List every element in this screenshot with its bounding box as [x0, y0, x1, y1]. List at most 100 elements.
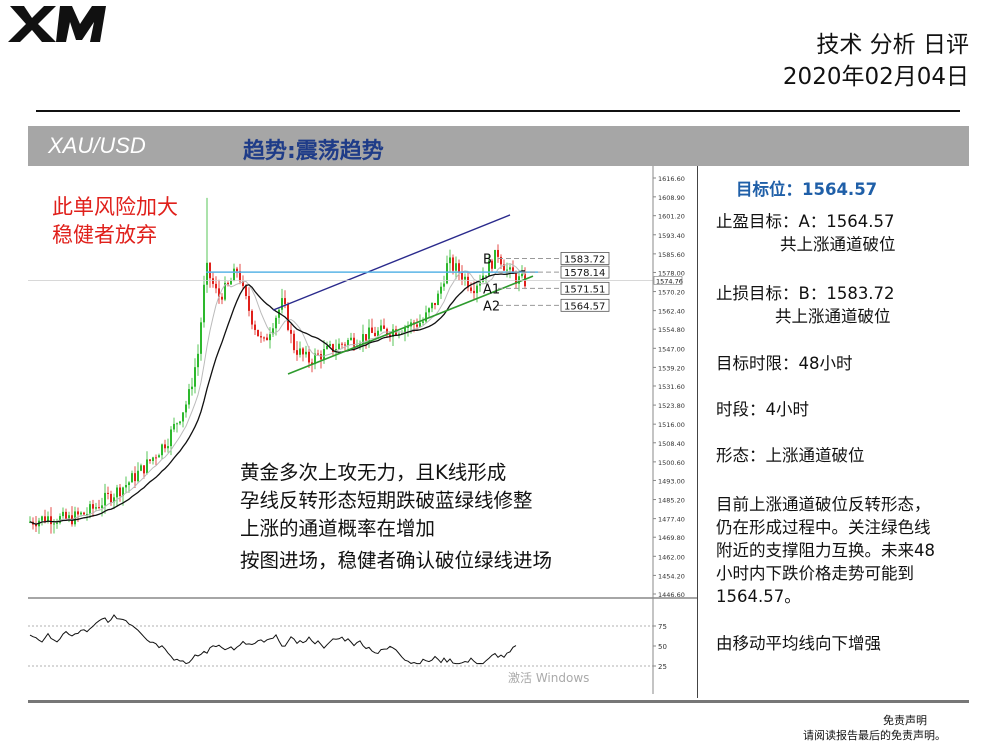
candle-body — [200, 322, 202, 354]
candle-body — [371, 327, 373, 333]
candle-body — [344, 344, 346, 346]
disclaimer-title: 免责声明 — [883, 714, 927, 727]
candle-body — [59, 516, 61, 523]
candle-body — [449, 257, 451, 264]
description-line-2: 仍在形成过程中。关注绿色线 — [716, 518, 931, 537]
header-divider — [36, 110, 960, 112]
y-tick-label: 1462.00 — [658, 553, 685, 561]
candle-body — [350, 337, 352, 340]
candle-body — [209, 262, 211, 279]
candle-body — [116, 487, 118, 498]
risk-line-1: 此单风险加大 — [52, 195, 178, 219]
candle-body — [341, 343, 343, 345]
candle-body — [35, 524, 37, 527]
description-line-3: 附近的支撑阻力互换。未来48 — [716, 541, 935, 560]
candle-body — [188, 389, 190, 405]
candle-body — [221, 296, 223, 300]
candle-body — [233, 268, 235, 281]
level-tag: 1564.57 — [564, 301, 605, 312]
ma-fast-line — [29, 262, 526, 525]
candle-body — [170, 429, 172, 447]
candle-body — [113, 497, 115, 503]
candle-body — [146, 459, 148, 474]
candle-body — [206, 262, 208, 285]
candle-body — [68, 515, 70, 519]
candle-body — [488, 260, 490, 276]
candle-body — [248, 295, 250, 311]
candle-body — [143, 465, 145, 474]
level-label: A1 — [483, 282, 500, 297]
candle-body — [95, 507, 97, 509]
y-tick-label: 1469.80 — [658, 534, 685, 542]
ma-slow-line — [29, 270, 525, 525]
candle-body — [377, 330, 379, 337]
risk-line-2: 稳健者放弃 — [52, 223, 157, 247]
candle-body — [242, 281, 244, 287]
candle-body — [365, 334, 367, 341]
candle-body — [503, 264, 505, 271]
candle-body — [257, 329, 259, 337]
candle-body — [461, 272, 463, 280]
candle-body — [500, 256, 502, 265]
candle-body — [47, 516, 49, 522]
y-tick-label: 1508.40 — [658, 440, 685, 448]
candle-body — [311, 362, 313, 365]
candle-body — [389, 334, 391, 337]
candle-body — [92, 504, 94, 509]
y-tick-label: 1485.20 — [658, 497, 685, 505]
take-profit-line-2: 共上涨通道破位 — [780, 235, 896, 254]
y-tick-label: 1523.80 — [658, 402, 685, 410]
candle-body — [122, 487, 124, 497]
level-tag-box — [560, 265, 610, 279]
candle-body — [491, 260, 493, 269]
candle-body — [104, 492, 106, 506]
current-price-box — [653, 276, 683, 285]
candle-body — [305, 351, 307, 355]
candle-body — [62, 511, 64, 517]
candle-body — [77, 511, 79, 515]
candle-body — [314, 353, 316, 365]
candle-body — [428, 308, 430, 313]
candle-body — [407, 326, 409, 328]
level-tag-box — [560, 281, 610, 295]
candle-body — [254, 324, 256, 330]
candle-body — [179, 421, 181, 424]
candle-body — [89, 504, 91, 514]
candle-body — [260, 336, 262, 338]
level-tag: 1583.72 — [564, 254, 605, 265]
candle-body — [281, 298, 283, 310]
level-tag-box — [560, 252, 610, 265]
candle-body — [440, 286, 442, 294]
candle-body — [101, 505, 103, 509]
candle-body — [398, 333, 400, 336]
y-tick-label: 1531.60 — [658, 383, 685, 391]
candle-body — [263, 337, 265, 339]
candle-body — [512, 267, 514, 274]
windows-watermark: 激活 Windows — [508, 671, 590, 685]
candle-body — [299, 348, 301, 355]
level-tag-box — [560, 298, 610, 312]
candle-body — [173, 423, 175, 430]
candle-body — [293, 333, 295, 351]
y-tick-label: 1562.40 — [658, 308, 685, 316]
candle-body — [80, 512, 82, 515]
candle-body — [197, 353, 199, 368]
candle-body — [452, 257, 454, 271]
analysis-line-2: 孕线反转形态短期跌破蓝绿线修整 — [240, 489, 533, 512]
candle-body — [44, 516, 46, 522]
candle-body — [353, 337, 355, 347]
y-tick-label: 1454.20 — [658, 572, 685, 580]
candle-body — [212, 278, 214, 284]
level-label: B — [483, 252, 492, 267]
channel-lower-line — [287, 275, 534, 375]
candle-body — [272, 328, 274, 335]
y-tick-label: 1601.20 — [658, 213, 685, 221]
candle-body — [467, 276, 469, 288]
stop-loss-line-2: 共上涨通道破位 — [775, 307, 891, 326]
candle-body — [287, 304, 289, 330]
y-tick-label: 1446.60 — [658, 591, 685, 599]
candle-body — [65, 511, 67, 519]
candle-body — [152, 457, 154, 461]
symbol-label: XAU/USD — [48, 133, 146, 158]
candle-body — [266, 337, 268, 341]
